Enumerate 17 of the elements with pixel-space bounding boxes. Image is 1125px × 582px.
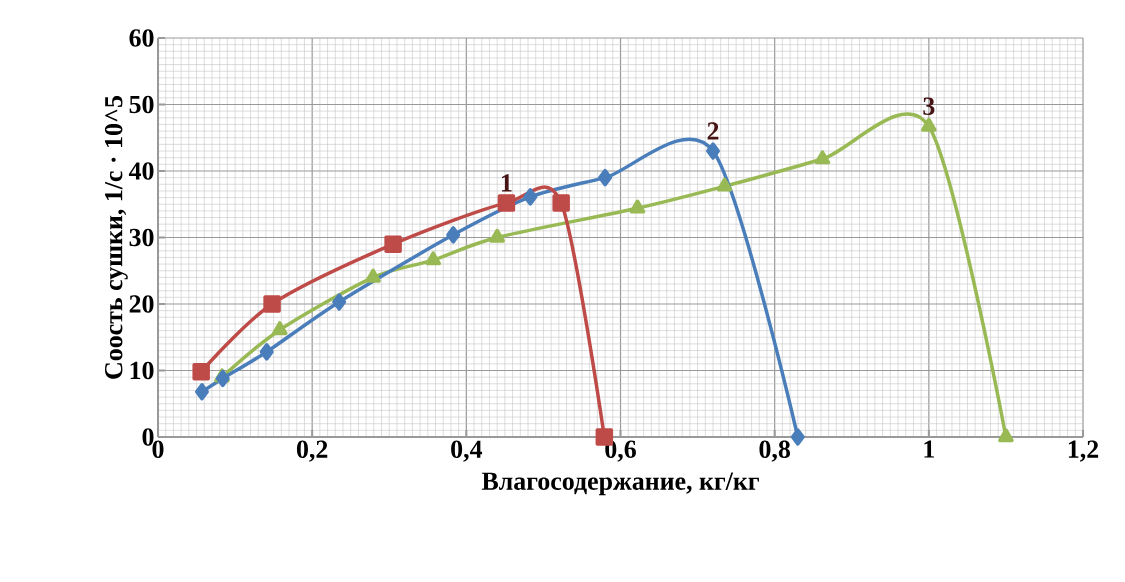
x-tick-label: 0,2 bbox=[296, 440, 328, 462]
y-tick-label: 60 bbox=[129, 29, 154, 47]
annotation: 1 bbox=[502, 174, 512, 192]
y-tick-label: 30 bbox=[129, 228, 154, 247]
x-tick-label: 0,8 bbox=[759, 440, 791, 462]
y-tick-label: 10 bbox=[130, 361, 154, 380]
annotation: 3 bbox=[923, 97, 935, 115]
annotation: 2 bbox=[707, 122, 719, 140]
x-tick-label: 0,4 bbox=[451, 440, 483, 462]
y-tick-label: 40 bbox=[128, 162, 154, 180]
y-axis-title: Соость сушки, 1/с · 10^5 bbox=[104, 96, 128, 379]
x-tick-label: 1,2 bbox=[1068, 440, 1099, 462]
y-tick-label: 50 bbox=[129, 95, 154, 114]
y-tick-label: 20 bbox=[129, 295, 154, 313]
x-tick-label: 1 bbox=[924, 440, 934, 458]
x-axis-title: Влагосодержание, кг/кг bbox=[481, 472, 759, 496]
y-tick-label: 0 bbox=[142, 428, 154, 446]
